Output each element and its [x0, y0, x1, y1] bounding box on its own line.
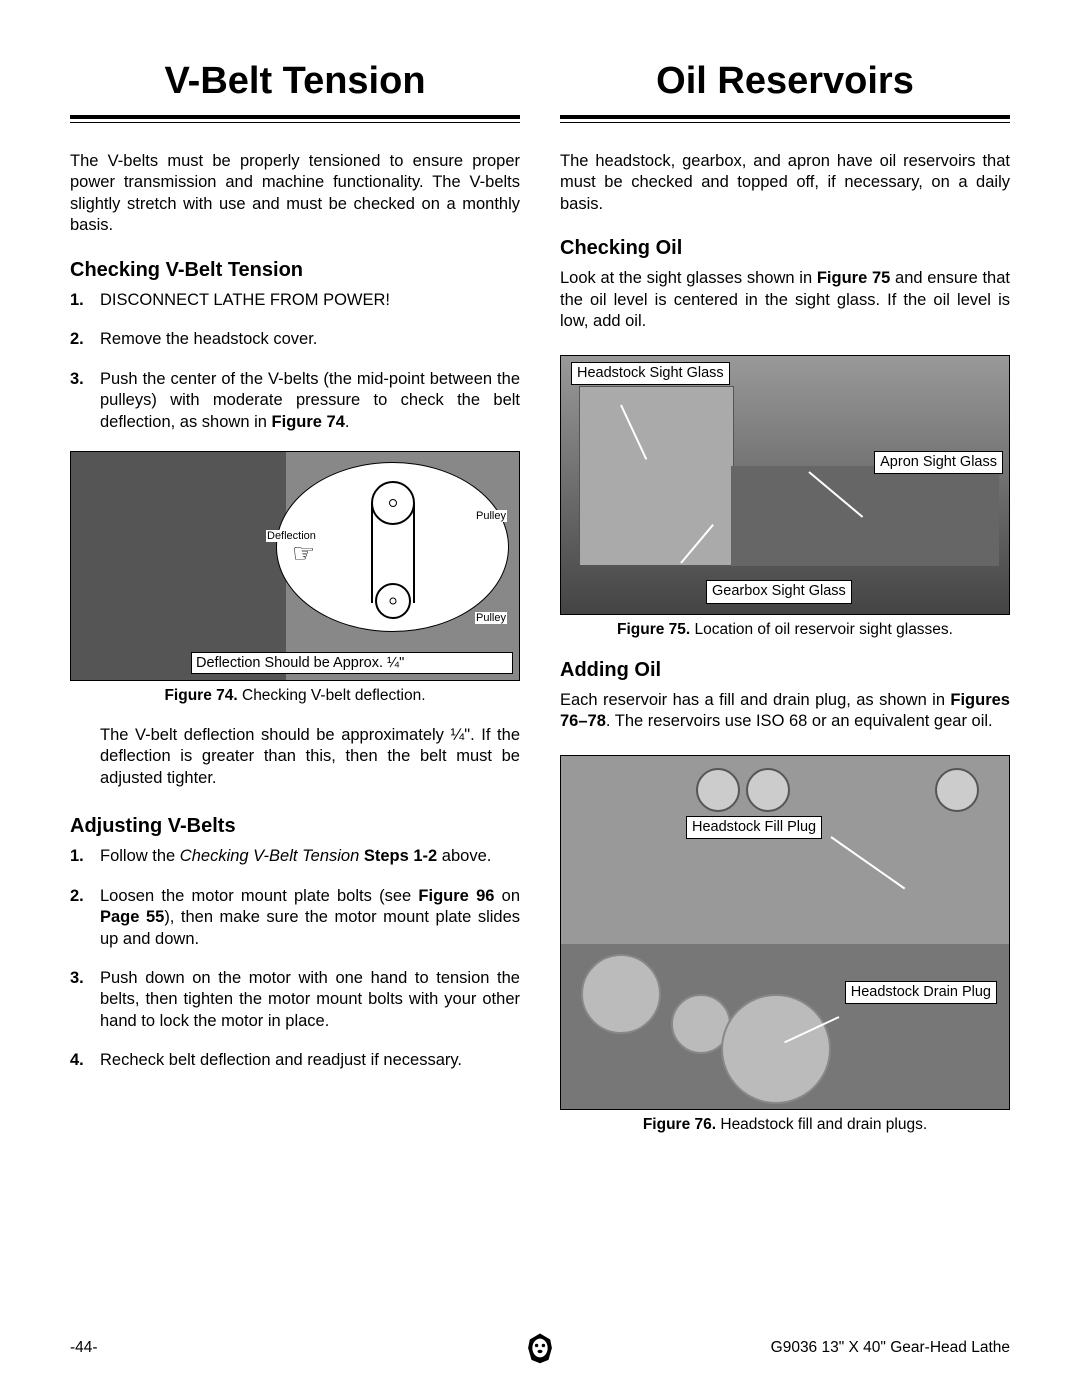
- headstock-sight-label: Headstock Sight Glass: [571, 362, 730, 385]
- right-title: Oil Reservoirs: [560, 60, 1010, 119]
- checking-oil-head: Checking Oil: [560, 237, 1010, 260]
- pulley-label: Pulley: [475, 612, 507, 624]
- left-column: V-Belt Tension The V-belts must be prope…: [70, 60, 520, 1154]
- page-number: -44-: [70, 1339, 98, 1357]
- step-text: Recheck belt deflection and readjust if …: [100, 1051, 462, 1069]
- deflection-label: Deflection: [266, 530, 317, 542]
- deflection-para: The V-belt deflection should be approxim…: [70, 725, 520, 789]
- adjusting-head: Adjusting V-Belts: [70, 815, 520, 838]
- figure-74-caption: Figure 74. Checking V-belt deflection.: [70, 687, 520, 705]
- adding-oil-head: Adding Oil: [560, 659, 1010, 682]
- gearbox-sight-label: Gearbox Sight Glass: [706, 580, 852, 603]
- adding-oil-text: Each reservoir has a fill and drain plug…: [560, 690, 1010, 733]
- figure-76-caption: Figure 76. Headstock fill and drain plug…: [560, 1116, 1010, 1134]
- fill-plug-label: Headstock Fill Plug: [686, 816, 822, 839]
- page-footer: -44- G9036 13" X 40" Gear-Head Lathe: [70, 1339, 1010, 1357]
- left-title: V-Belt Tension: [70, 60, 520, 119]
- figure-76: Headstock Fill Plug Headstock Drain Plug: [560, 755, 1010, 1110]
- step-text: Push the center of the V-belts (the mid-…: [100, 370, 520, 431]
- title-rule: [560, 122, 1010, 123]
- figure-75: Headstock Sight Glass Apron Sight Glass …: [560, 355, 1010, 615]
- step-text: DISCONNECT LATHE FROM POWER!: [100, 291, 390, 309]
- drain-plug-label: Headstock Drain Plug: [845, 981, 997, 1004]
- deflection-note: Deflection Should be Approx. ¼": [191, 652, 513, 674]
- hand-icon: ☞: [292, 538, 315, 569]
- grizzly-logo-icon: [523, 1331, 557, 1365]
- checking-steps: 1.DISCONNECT LATHE FROM POWER! 2.Remove …: [70, 290, 520, 433]
- figure-74: ☞ Pulley Pulley Deflection Deflection Sh…: [70, 451, 520, 681]
- title-rule: [70, 122, 520, 123]
- step-text: Loosen the motor mount plate bolts (see …: [100, 887, 520, 948]
- figure-75-caption: Figure 75. Location of oil reservoir sig…: [560, 621, 1010, 639]
- adjusting-steps: 1.Follow the Checking V-Belt Tension Ste…: [70, 846, 520, 1072]
- pulley-label: Pulley: [475, 510, 507, 522]
- step-text: Push down on the motor with one hand to …: [100, 969, 520, 1030]
- left-intro: The V-belts must be properly tensioned t…: [70, 151, 520, 237]
- right-column: Oil Reservoirs The headstock, gearbox, a…: [560, 60, 1010, 1154]
- right-intro: The headstock, gearbox, and apron have o…: [560, 151, 1010, 215]
- checking-vbelt-head: Checking V-Belt Tension: [70, 259, 520, 282]
- step-text: Remove the headstock cover.: [100, 330, 317, 348]
- model-label: G9036 13" X 40" Gear-Head Lathe: [771, 1339, 1010, 1357]
- apron-sight-label: Apron Sight Glass: [874, 451, 1003, 474]
- step-text: Follow the Checking V-Belt Tension Steps…: [100, 847, 491, 865]
- checking-oil-text: Look at the sight glasses shown in Figur…: [560, 268, 1010, 332]
